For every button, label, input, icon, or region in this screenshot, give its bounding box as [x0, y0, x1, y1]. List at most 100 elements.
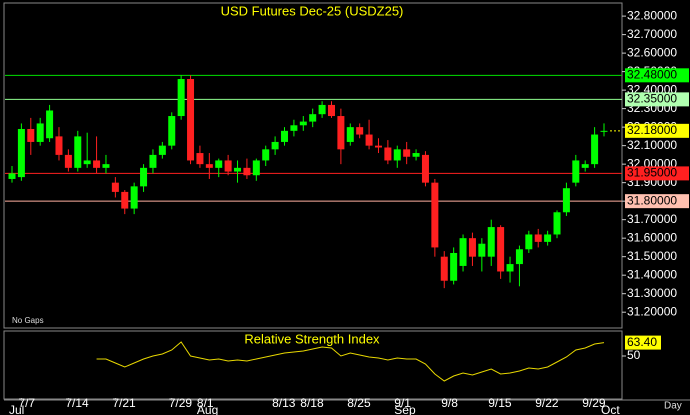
candle-body [591, 134, 599, 165]
candle-body [177, 79, 185, 117]
y-tick-label: 31.70000 [627, 212, 677, 226]
candle-body [450, 252, 458, 281]
main-panel-frame [3, 2, 623, 329]
candle-body [365, 134, 373, 146]
candle-body [83, 160, 91, 165]
candle-body [440, 256, 448, 281]
candle-body [64, 154, 72, 168]
candle-body [102, 164, 110, 168]
candle-body [27, 128, 35, 142]
candle-body [384, 147, 392, 161]
candle-body [55, 136, 63, 155]
month-label: Sep [394, 403, 416, 415]
candle-body [234, 167, 242, 172]
candle-body [393, 149, 401, 161]
x-tick-label: 8/13 [272, 396, 296, 410]
candle-body [553, 212, 561, 235]
candle-body [121, 191, 129, 209]
candle-body [271, 141, 279, 150]
level-label: 32.35000 [627, 92, 677, 106]
candle-body [196, 153, 204, 165]
candle-body [187, 79, 195, 161]
y-tick-label: 31.30000 [627, 286, 677, 300]
candle-body [168, 116, 176, 146]
candle-body [525, 234, 533, 250]
candle-body [309, 114, 317, 122]
candle-body [74, 136, 82, 168]
y-tick-label: 31.20000 [627, 304, 677, 318]
x-tick-label: 9/29 [582, 396, 606, 410]
candle-body [374, 145, 382, 148]
candle-body [487, 227, 495, 257]
candle-body [431, 182, 439, 248]
candle-body [515, 249, 523, 265]
candle-body [327, 104, 335, 117]
candle-body [140, 167, 148, 187]
candle-body [581, 164, 589, 168]
y-tick-label: 31.60000 [627, 230, 677, 244]
candle-body [356, 127, 364, 135]
level-box [625, 92, 689, 107]
rsi-title: Relative Strength Index [244, 331, 380, 346]
rsi-panel-frame [3, 330, 623, 400]
level-label: 31.80000 [627, 193, 677, 207]
month-label: Aug [197, 403, 218, 415]
y-tick-label: 32.10000 [627, 138, 677, 152]
chart-title: USD Futures Dec-25 (USDZ25) [221, 3, 404, 18]
candle-body [478, 243, 486, 257]
candle-body [572, 160, 580, 183]
candle-body [205, 164, 213, 168]
y-tick-label: 31.40000 [627, 267, 677, 281]
candle-body [421, 154, 429, 183]
x-tick-label: 9/22 [535, 396, 559, 410]
candle-body [497, 227, 505, 272]
candle-body [290, 125, 298, 131]
rsi-tick-label: 50 [627, 348, 641, 362]
x-tick-label: 8/1 [197, 396, 214, 410]
last-price-box [625, 123, 689, 138]
month-label: Oct [601, 403, 620, 415]
candle-body [158, 145, 166, 155]
candle-body [111, 182, 119, 192]
x-tick-label: 8/25 [347, 396, 371, 410]
level-box [625, 68, 689, 83]
candle-body [544, 234, 552, 242]
candle-body [506, 264, 514, 272]
candle-body [403, 149, 411, 157]
candle-body [252, 160, 260, 176]
month-label: Jul [9, 403, 24, 415]
level-label: 32.48000 [627, 67, 677, 81]
candle-body [243, 167, 251, 176]
x-axis-label: Day [664, 401, 682, 412]
rsi-last-label: 63.40 [627, 335, 657, 349]
candle-body [8, 173, 16, 179]
x-tick-label: 7/7 [18, 396, 35, 410]
candle-body [281, 130, 289, 142]
candle-body [262, 149, 270, 161]
rsi-line [96, 341, 605, 382]
y-tick-label: 32.80000 [627, 8, 677, 22]
y-tick-label: 31.50000 [627, 249, 677, 263]
candle-body [93, 160, 101, 168]
candle-body [299, 121, 307, 126]
candle-body [149, 154, 157, 168]
candle-body [337, 116, 345, 150]
y-tick-label: 32.70000 [627, 27, 677, 41]
candle-body [36, 123, 44, 142]
x-tick-label: 7/29 [169, 396, 193, 410]
candle-body [562, 188, 570, 213]
level-label: 31.95000 [627, 166, 677, 180]
candle-body [346, 127, 354, 142]
candle-body [224, 160, 232, 172]
level-box [625, 166, 689, 181]
candle-body [130, 186, 138, 209]
x-tick-label: 9/1 [394, 396, 411, 410]
candle-body [534, 234, 542, 242]
y-tick-label: 32.60000 [627, 45, 677, 59]
x-tick-label: 7/21 [112, 396, 136, 410]
x-tick-label: 9/8 [441, 396, 458, 410]
candle-body [459, 238, 467, 266]
candle-body [468, 238, 476, 257]
